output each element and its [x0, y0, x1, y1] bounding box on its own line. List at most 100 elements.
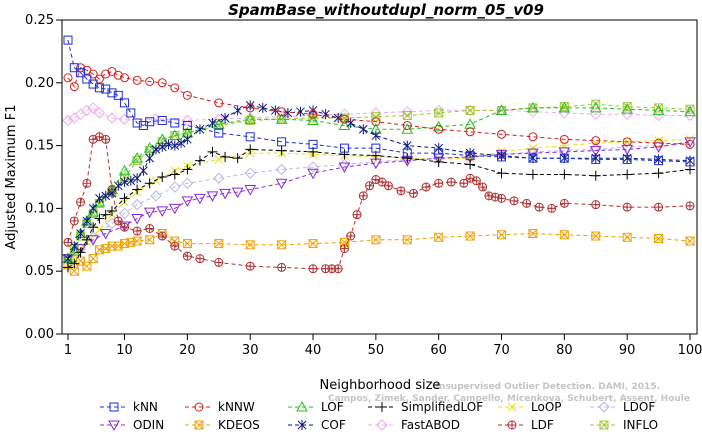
data-point-cof	[126, 175, 136, 186]
x-tick-label: 60	[430, 343, 447, 358]
data-point-knn	[145, 117, 155, 127]
data-point-simplifiedlof	[402, 153, 413, 164]
data-point-knn	[182, 121, 192, 131]
data-point-ldf	[434, 178, 444, 188]
data-point-knn	[170, 118, 180, 128]
data-point-knn	[465, 151, 475, 161]
data-point-lof	[621, 103, 634, 114]
data-point-simplifiedlof	[220, 151, 231, 162]
data-point-simplifiedlof	[276, 145, 287, 156]
data-point-odin	[589, 146, 602, 157]
data-point-knnw	[94, 74, 104, 84]
data-point-ldf	[308, 264, 318, 274]
data-point-ldf	[145, 223, 155, 233]
data-point-simplifiedlof	[207, 146, 218, 157]
x-tick-label: 30	[242, 343, 259, 358]
data-point-ldof	[213, 172, 225, 184]
data-point-knnw	[88, 69, 98, 79]
data-point-knn	[622, 154, 632, 164]
data-point-fastabod	[621, 108, 633, 120]
series-line-knn	[67, 39, 691, 163]
x-tick-label: 40	[305, 343, 322, 358]
data-point-simplifiedlof	[496, 168, 507, 179]
data-point-odin	[684, 137, 696, 148]
data-point-knn	[434, 148, 444, 158]
legend-marker	[297, 420, 307, 430]
data-point-knnw	[339, 114, 349, 124]
legend-label: FastABOD	[401, 418, 460, 432]
data-point-ldof	[106, 217, 118, 230]
legend-item-knnw: kNNW	[185, 400, 255, 414]
data-point-ldf	[478, 182, 488, 192]
series-line-ldof	[67, 143, 691, 259]
series-knnw	[63, 63, 695, 149]
data-point-fastabod	[527, 105, 539, 118]
data-point-knnw	[685, 139, 695, 149]
data-point-knnw	[157, 78, 167, 88]
data-point-ldf	[591, 200, 601, 210]
legend-label: COF	[321, 418, 346, 432]
x-tick-label: 80	[556, 343, 573, 358]
data-point-odin	[156, 206, 169, 217]
data-point-inflo	[465, 105, 475, 115]
data-point-simplifiedlof	[63, 262, 73, 273]
data-point-knn	[132, 118, 142, 128]
data-point-kdeos	[591, 231, 601, 241]
data-point-ldf	[654, 202, 664, 212]
data-point-cof	[183, 134, 192, 145]
data-point-knn	[559, 153, 569, 163]
data-point-knn	[277, 137, 287, 147]
data-point-cof	[145, 153, 155, 164]
y-tick-label: 0.15	[25, 139, 54, 154]
data-point-cof	[63, 253, 73, 264]
legend-marker	[108, 420, 120, 432]
data-point-knn	[654, 156, 664, 166]
y-tick-label: 0.20	[25, 76, 54, 91]
data-point-simplifiedlof	[232, 153, 243, 164]
series-line-lof	[67, 107, 691, 259]
data-point-knn	[157, 115, 167, 125]
axes: 1 10 20 30 40 50 60 70 80 90 100 0.00 0.05 0.10 0.15 0.…	[25, 13, 702, 358]
watermark: Unsupervised Outlier Detection. DAMI, 20…	[328, 382, 690, 404]
data-point-lof	[495, 104, 508, 115]
data-point-cof	[151, 144, 161, 155]
data-point-ldf	[409, 188, 419, 198]
data-point-knnw	[622, 137, 632, 147]
data-point-odin	[118, 221, 131, 233]
data-point-odin	[194, 193, 206, 205]
series-line-odin	[67, 141, 691, 259]
data-point-knn	[69, 63, 79, 73]
legend-item-simplifiedlof: SimplifiedLOF	[368, 400, 483, 414]
data-point-knnw	[101, 69, 111, 79]
data-point-kdeos	[182, 239, 192, 249]
data-point-fastabod	[62, 114, 74, 127]
data-point-ldf	[547, 203, 557, 213]
data-point-fastabod	[338, 108, 351, 120]
data-point-ldf	[358, 191, 368, 201]
data-point-lof	[684, 105, 696, 117]
data-point-simplifiedlof	[69, 258, 80, 269]
data-point-knnw	[182, 90, 192, 100]
data-point-knnw	[654, 138, 664, 148]
data-point-odin	[219, 188, 231, 200]
data-point-knnw	[63, 73, 73, 83]
data-point-knn	[497, 152, 507, 162]
data-point-knn	[107, 88, 117, 98]
data-point-cof	[170, 140, 180, 151]
data-point-odin	[181, 196, 194, 207]
data-point-odin	[143, 207, 156, 219]
data-point-fastabod	[684, 109, 696, 122]
data-point-lof	[652, 104, 665, 115]
data-point-simplifiedlof	[81, 234, 92, 245]
data-point-lof	[168, 129, 181, 141]
data-point-ldof	[244, 167, 256, 179]
data-point-simplifiedlof	[245, 144, 256, 155]
data-point-simplifiedlof	[119, 193, 130, 204]
data-point-ldf	[346, 231, 356, 241]
legend-marker	[377, 402, 387, 412]
data-point-knnw	[245, 103, 255, 113]
data-point-ldof	[131, 198, 143, 211]
data-point-ldf	[113, 216, 123, 226]
data-point-cof	[195, 124, 205, 135]
